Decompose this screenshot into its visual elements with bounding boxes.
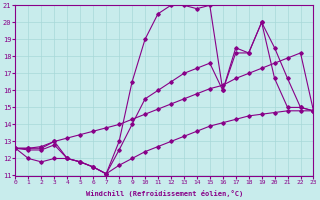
X-axis label: Windchill (Refroidissement éolien,°C): Windchill (Refroidissement éolien,°C) [86, 190, 243, 197]
